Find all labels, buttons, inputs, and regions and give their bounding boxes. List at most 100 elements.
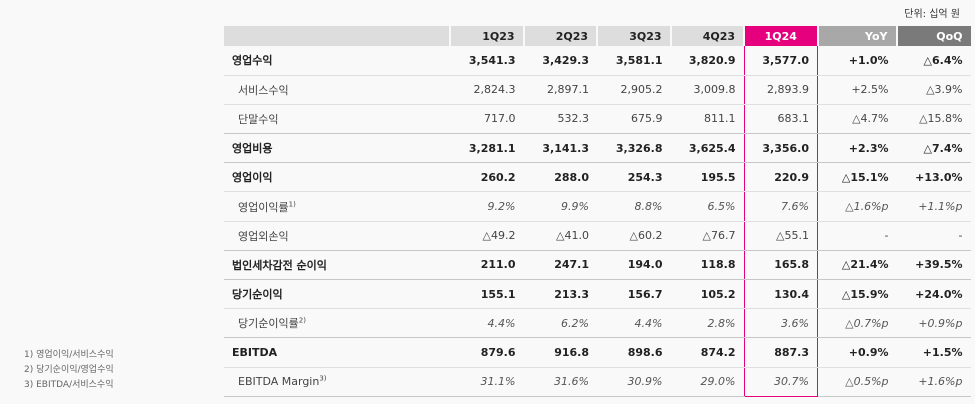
qoq-cell: +39.5% (896, 250, 971, 281)
header-qoq: QoQ (896, 26, 971, 46)
value-cell: 288.0 (523, 162, 597, 193)
row-label: 영업외손익 (224, 221, 450, 251)
footnote-marker: 1) (288, 199, 296, 208)
value-cell: 3,141.3 (523, 133, 597, 164)
yoy-cell: △0.5%p (817, 367, 897, 397)
row-label: EBITDA Margin3) (224, 367, 450, 397)
header-4q23: 4Q23 (670, 26, 745, 46)
table-row: 단말수익 717.0 532.3 675.9 811.1 683.1 △4.7% △15.8% (224, 104, 971, 135)
value-cell: 3.6% (743, 308, 818, 339)
value-cell: 916.8 (523, 337, 597, 368)
yoy-cell: +1.0% (817, 46, 897, 76)
value-cell: 874.2 (670, 337, 744, 368)
value-cell: 3,326.8 (597, 133, 671, 164)
yoy-cell: +2.3% (817, 133, 897, 164)
qoq-cell: +0.9%p (896, 308, 971, 339)
value-cell: 4.4% (450, 308, 524, 339)
value-cell: 9.9% (523, 191, 597, 222)
qoq-cell: △6.4% (896, 46, 971, 76)
unit-label: 단위: 십억 원 (904, 9, 960, 20)
row-label-text: 단말수익 (238, 112, 279, 126)
value-cell: 118.8 (670, 250, 744, 281)
row-label-text: 법인세차감전 순이익 (232, 258, 327, 272)
footnotes: 1) 영업이익/서비스수익 2) 당기순이익/영업수익 3) EBITDA/서비… (24, 348, 114, 393)
value-cell: 3,281.1 (450, 133, 524, 164)
header-1q24: 1Q24 (744, 26, 819, 46)
value-cell: 3,429.3 (523, 46, 597, 76)
value-cell: 254.3 (597, 162, 671, 193)
footnote-2: 2) 당기순이익/영업수익 (24, 365, 114, 375)
value-cell: 879.6 (450, 337, 524, 368)
yoy-cell: △1.6%p (817, 191, 897, 222)
qoq-cell: +1.5% (896, 337, 971, 368)
row-label-text: 영업이익 (232, 171, 273, 185)
qoq-cell: △15.8% (896, 104, 971, 135)
table-row: 당기순이익 155.1 213.3 156.7 105.2 130.4 △15.9% +24.… (224, 279, 971, 310)
row-label: 영업이익률1) (224, 191, 450, 222)
qoq-cell: △7.4% (896, 133, 971, 164)
row-label-text: EBITDA (232, 345, 278, 359)
value-cell: 155.1 (450, 279, 524, 310)
header-3q23: 3Q23 (597, 26, 672, 46)
row-label-text: 영업이익률 (238, 200, 289, 214)
value-cell: 2,897.1 (523, 75, 597, 105)
value-cell: 105.2 (670, 279, 744, 310)
value-cell: 7.6% (743, 191, 818, 222)
row-label: 법인세차감전 순이익 (224, 250, 450, 281)
row-label-text: 영업외손익 (238, 229, 289, 243)
value-cell: 3,625.4 (670, 133, 744, 164)
value-cell: 9.2% (450, 191, 524, 222)
value-cell: △55.1 (743, 221, 818, 251)
header-1q23: 1Q23 (450, 26, 525, 46)
table-row: 서비스수익 2,824.3 2,897.1 2,905.2 3,009.8 2,893.9… (224, 75, 971, 105)
value-cell: 194.0 (597, 250, 671, 281)
row-label-text: 당기순이익 (232, 288, 283, 302)
value-cell: 811.1 (670, 104, 744, 135)
value-cell: 3,581.1 (597, 46, 671, 76)
yoy-cell: △15.1% (817, 162, 897, 193)
value-cell: 3,009.8 (670, 75, 744, 105)
table-row: 영업외손익 △49.2 △41.0 △60.2 △76.7 △55.1- - (224, 221, 971, 251)
yoy-cell: +0.9% (817, 337, 897, 368)
table-row: EBITDA 879.6 916.8 898.6 874.2 887.3 +0.9% +1.5… (224, 337, 971, 368)
value-cell: 8.8% (597, 191, 671, 222)
yoy-cell: △21.4% (817, 250, 897, 281)
value-cell: 195.5 (670, 162, 744, 193)
qoq-cell: +1.1%p (896, 191, 971, 222)
yoy-cell: +2.5% (817, 75, 897, 105)
value-cell: 29.0% (670, 367, 744, 397)
footnote-marker: 3) (319, 374, 327, 383)
row-label-text: 당기순이익률 (238, 317, 299, 331)
yoy-cell: △15.9% (817, 279, 897, 310)
row-label: 서비스수익 (224, 75, 450, 105)
row-label: 영업이익 (224, 162, 450, 193)
value-cell: 3,820.9 (670, 46, 744, 76)
value-cell: △41.0 (523, 221, 597, 251)
value-cell: 30.7% (743, 367, 818, 397)
table-row: 영업이익 260.2 288.0 254.3 195.5 220.9 △15.1% +13.0… (224, 162, 971, 193)
value-cell: 6.5% (670, 191, 744, 222)
table-row: 영업비용 3,281.1 3,141.3 3,326.8 3,625.4 3,356.0 +… (224, 133, 971, 164)
value-cell: 683.1 (743, 104, 818, 135)
value-cell: 2,905.2 (597, 75, 671, 105)
table-row: 당기순이익률2) 4.4% 6.2% 4.4% 2.8% 3.6% △0.7%p +0.9%p (224, 308, 971, 339)
value-cell: 898.6 (597, 337, 671, 368)
qoq-cell: +24.0% (896, 279, 971, 310)
footnote-3: 3) EBITDA/서비스수익 (24, 380, 114, 390)
row-label-text: EBITDA Margin (238, 375, 320, 389)
value-cell: 6.2% (523, 308, 597, 339)
table-row: 영업수익 3,541.3 3,429.3 3,581.1 3,820.9 3,577.0 +… (224, 46, 971, 76)
qoq-cell: - (896, 221, 971, 251)
header-2q23: 2Q23 (523, 26, 598, 46)
row-label-text: 영업비용 (232, 142, 273, 156)
value-cell: 213.3 (523, 279, 597, 310)
header-yoy: YoY (817, 26, 898, 46)
footnote-marker: 2) (298, 316, 306, 325)
row-label-text: 영업수익 (232, 54, 273, 68)
value-cell: 717.0 (450, 104, 524, 135)
value-cell: 31.1% (450, 367, 524, 397)
value-cell: 887.3 (743, 337, 818, 368)
value-cell: 4.4% (597, 308, 671, 339)
row-label-text: 서비스수익 (238, 83, 289, 97)
value-cell: 31.6% (523, 367, 597, 397)
